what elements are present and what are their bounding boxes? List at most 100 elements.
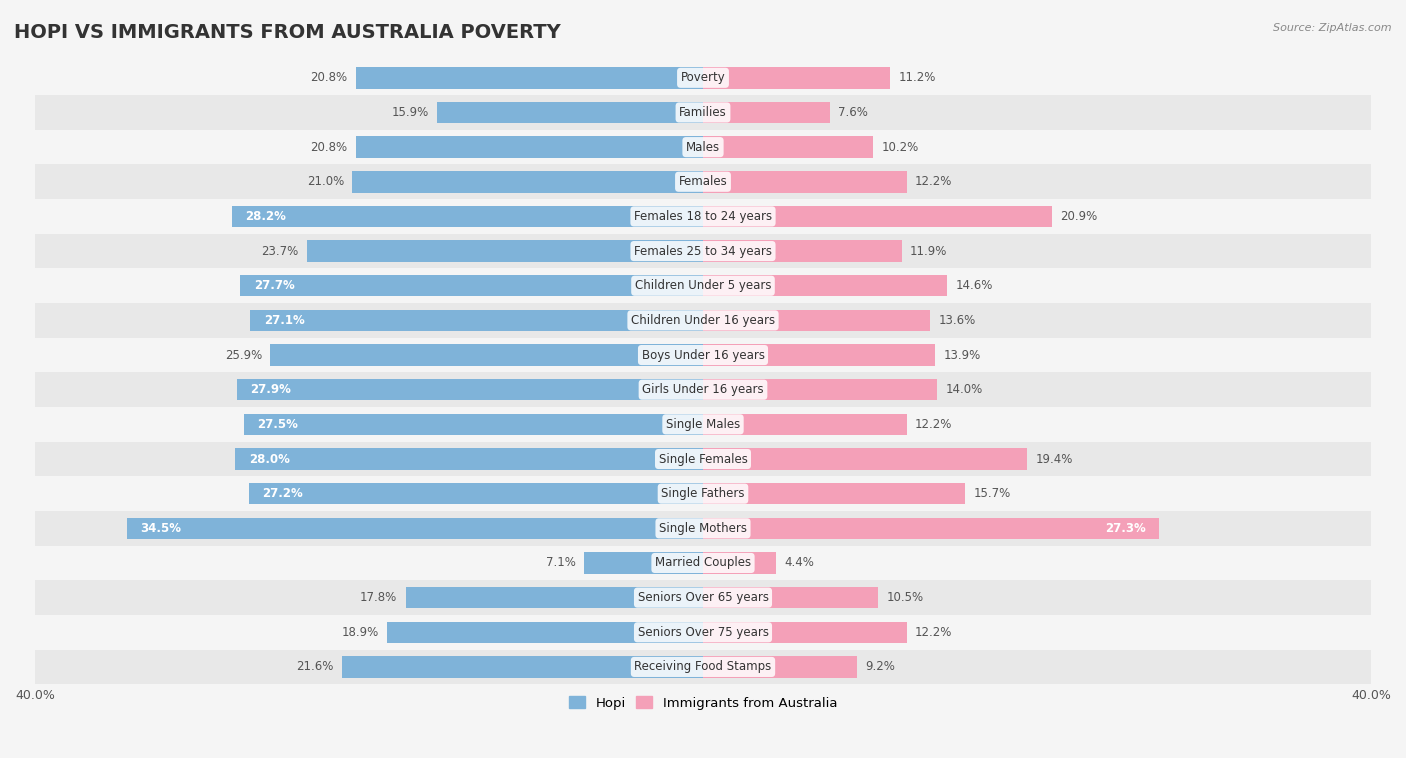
Bar [703,205,1052,227]
Bar [35,61,1371,96]
Text: 20.8%: 20.8% [311,71,347,84]
Bar [35,511,1371,546]
Text: 13.9%: 13.9% [943,349,981,362]
Text: 27.3%: 27.3% [1105,522,1146,535]
Bar [35,407,1371,442]
Text: Single Females: Single Females [658,453,748,465]
Bar [35,442,1371,476]
Text: 17.8%: 17.8% [360,591,398,604]
Text: Boys Under 16 years: Boys Under 16 years [641,349,765,362]
Text: Females 18 to 24 years: Females 18 to 24 years [634,210,772,223]
Text: 23.7%: 23.7% [262,245,299,258]
Bar [406,587,703,609]
Bar [35,303,1371,338]
Bar [250,310,703,331]
Bar [35,199,1371,233]
Text: Children Under 16 years: Children Under 16 years [631,314,775,327]
Text: 15.9%: 15.9% [392,106,429,119]
Text: Married Couples: Married Couples [655,556,751,569]
Text: Females: Females [679,175,727,188]
Text: 27.2%: 27.2% [262,487,302,500]
Bar [35,581,1371,615]
Bar [703,587,879,609]
Bar [703,414,907,435]
Bar [35,268,1371,303]
Text: Poverty: Poverty [681,71,725,84]
Bar [703,553,776,574]
Text: 13.6%: 13.6% [938,314,976,327]
Text: HOPI VS IMMIGRANTS FROM AUSTRALIA POVERTY: HOPI VS IMMIGRANTS FROM AUSTRALIA POVERT… [14,23,561,42]
Bar [270,344,703,366]
Text: Seniors Over 65 years: Seniors Over 65 years [637,591,769,604]
Bar [35,164,1371,199]
Bar [387,622,703,643]
Bar [35,96,1371,130]
Bar [235,448,703,470]
Text: Seniors Over 75 years: Seniors Over 75 years [637,626,769,639]
Text: 20.8%: 20.8% [311,141,347,154]
Text: Children Under 5 years: Children Under 5 years [634,279,772,293]
Text: 7.6%: 7.6% [838,106,868,119]
Bar [585,553,703,574]
Bar [232,205,703,227]
Text: Source: ZipAtlas.com: Source: ZipAtlas.com [1274,23,1392,33]
Bar [703,656,856,678]
Bar [703,622,907,643]
Text: 12.2%: 12.2% [915,626,952,639]
Bar [35,233,1371,268]
Bar [35,372,1371,407]
Text: 14.0%: 14.0% [945,384,983,396]
Bar [35,650,1371,684]
Bar [703,344,935,366]
Bar [243,414,703,435]
Bar [703,171,907,193]
Bar [35,130,1371,164]
Text: 4.4%: 4.4% [785,556,814,569]
Bar [356,67,703,89]
Bar [342,656,703,678]
Text: 28.0%: 28.0% [249,453,290,465]
Text: Single Males: Single Males [666,418,740,431]
Bar [35,615,1371,650]
Text: 12.2%: 12.2% [915,175,952,188]
Bar [703,102,830,124]
Text: 9.2%: 9.2% [865,660,894,673]
Text: 14.6%: 14.6% [955,279,993,293]
Text: 10.2%: 10.2% [882,141,920,154]
Bar [703,240,901,262]
Text: 11.2%: 11.2% [898,71,936,84]
Bar [703,518,1159,539]
Bar [703,483,965,504]
Text: Single Mothers: Single Mothers [659,522,747,535]
Bar [249,483,703,504]
Bar [240,275,703,296]
Legend: Hopi, Immigrants from Australia: Hopi, Immigrants from Australia [564,691,842,715]
Text: 25.9%: 25.9% [225,349,262,362]
Text: Single Fathers: Single Fathers [661,487,745,500]
Bar [353,171,703,193]
Text: Females 25 to 34 years: Females 25 to 34 years [634,245,772,258]
Text: Receiving Food Stamps: Receiving Food Stamps [634,660,772,673]
Text: 7.1%: 7.1% [546,556,576,569]
Bar [35,476,1371,511]
Bar [35,546,1371,581]
Bar [703,448,1026,470]
Text: 21.6%: 21.6% [297,660,333,673]
Bar [356,136,703,158]
Text: 19.4%: 19.4% [1035,453,1073,465]
Text: 27.9%: 27.9% [250,384,291,396]
Bar [35,338,1371,372]
Text: 15.7%: 15.7% [973,487,1011,500]
Text: 12.2%: 12.2% [915,418,952,431]
Bar [127,518,703,539]
Text: 18.9%: 18.9% [342,626,380,639]
Bar [703,310,931,331]
Text: 21.0%: 21.0% [307,175,344,188]
Text: 28.2%: 28.2% [246,210,287,223]
Text: 34.5%: 34.5% [141,522,181,535]
Text: 27.7%: 27.7% [253,279,294,293]
Bar [703,275,946,296]
Text: 20.9%: 20.9% [1060,210,1098,223]
Text: 10.5%: 10.5% [887,591,924,604]
Text: Girls Under 16 years: Girls Under 16 years [643,384,763,396]
